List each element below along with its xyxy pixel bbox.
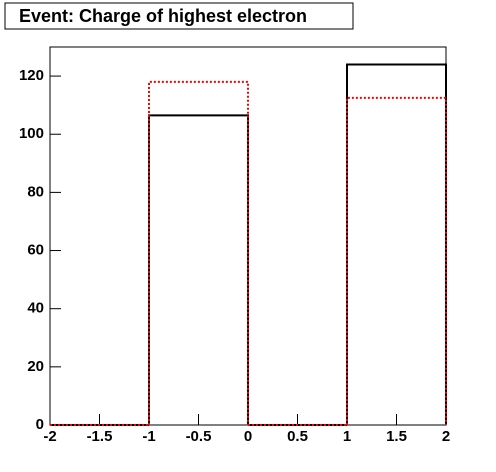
y-tick-label: 0 [36,416,44,433]
x-tick-label: 0 [244,428,252,445]
y-tick-label: 120 [19,67,44,84]
x-tick-label: -1 [142,428,155,445]
x-tick-label: 1 [343,428,351,445]
histogram-step [148,114,249,425]
y-tick-label: 100 [19,125,44,142]
y-tick-label: 60 [27,242,44,259]
y-tick-label: 80 [27,183,44,200]
histogram-step [346,96,447,425]
x-tick-label: 0.5 [287,428,308,445]
y-tick-label: 40 [27,300,44,317]
y-tick-label: 20 [27,358,44,375]
x-tick-label: 1.5 [386,428,407,445]
x-tick-label: 2 [442,428,450,445]
chart-title: Event: Charge of highest electron [19,6,307,26]
x-tick-label: -1.5 [87,428,113,445]
title-box [4,2,354,30]
histogram-step [148,80,249,425]
x-tick-label: -0.5 [186,428,212,445]
histogram-step [346,63,447,425]
x-tick-label: -2 [43,428,56,445]
